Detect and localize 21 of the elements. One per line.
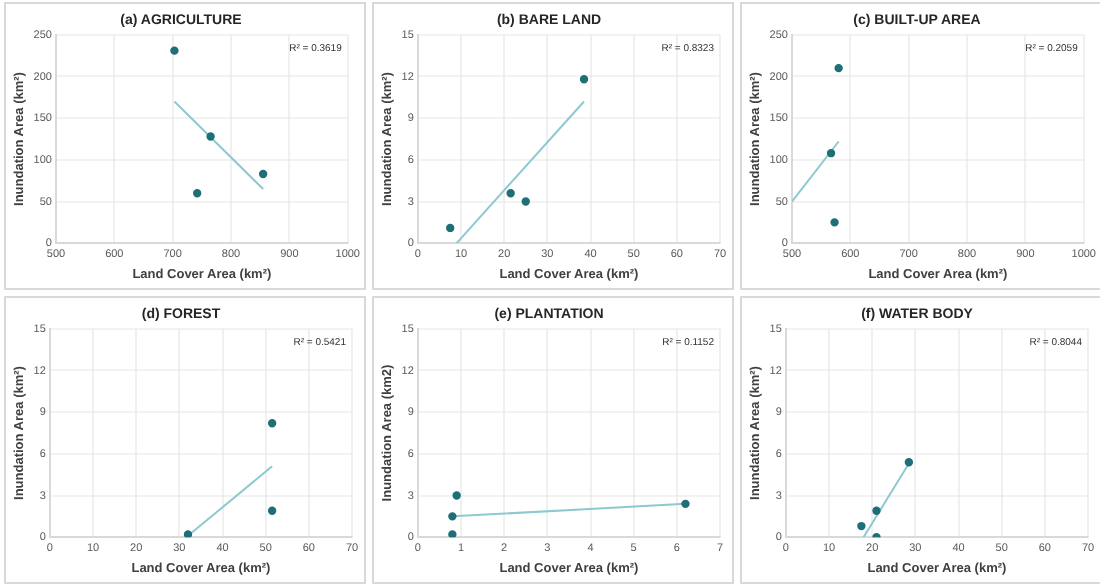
point — [446, 223, 455, 233]
point — [267, 506, 277, 515]
point — [183, 530, 193, 538]
point — [448, 512, 457, 521]
point — [170, 46, 179, 55]
point — [192, 188, 202, 198]
point — [872, 506, 881, 515]
point — [521, 197, 530, 206]
point — [826, 148, 836, 158]
point — [452, 491, 461, 500]
point — [206, 132, 215, 141]
point — [834, 63, 843, 73]
point — [267, 419, 277, 428]
point — [830, 218, 839, 227]
point — [258, 169, 268, 179]
point — [857, 521, 866, 531]
point — [506, 188, 515, 198]
point — [681, 499, 690, 509]
point — [904, 457, 914, 467]
point — [579, 75, 589, 84]
point — [448, 530, 457, 538]
